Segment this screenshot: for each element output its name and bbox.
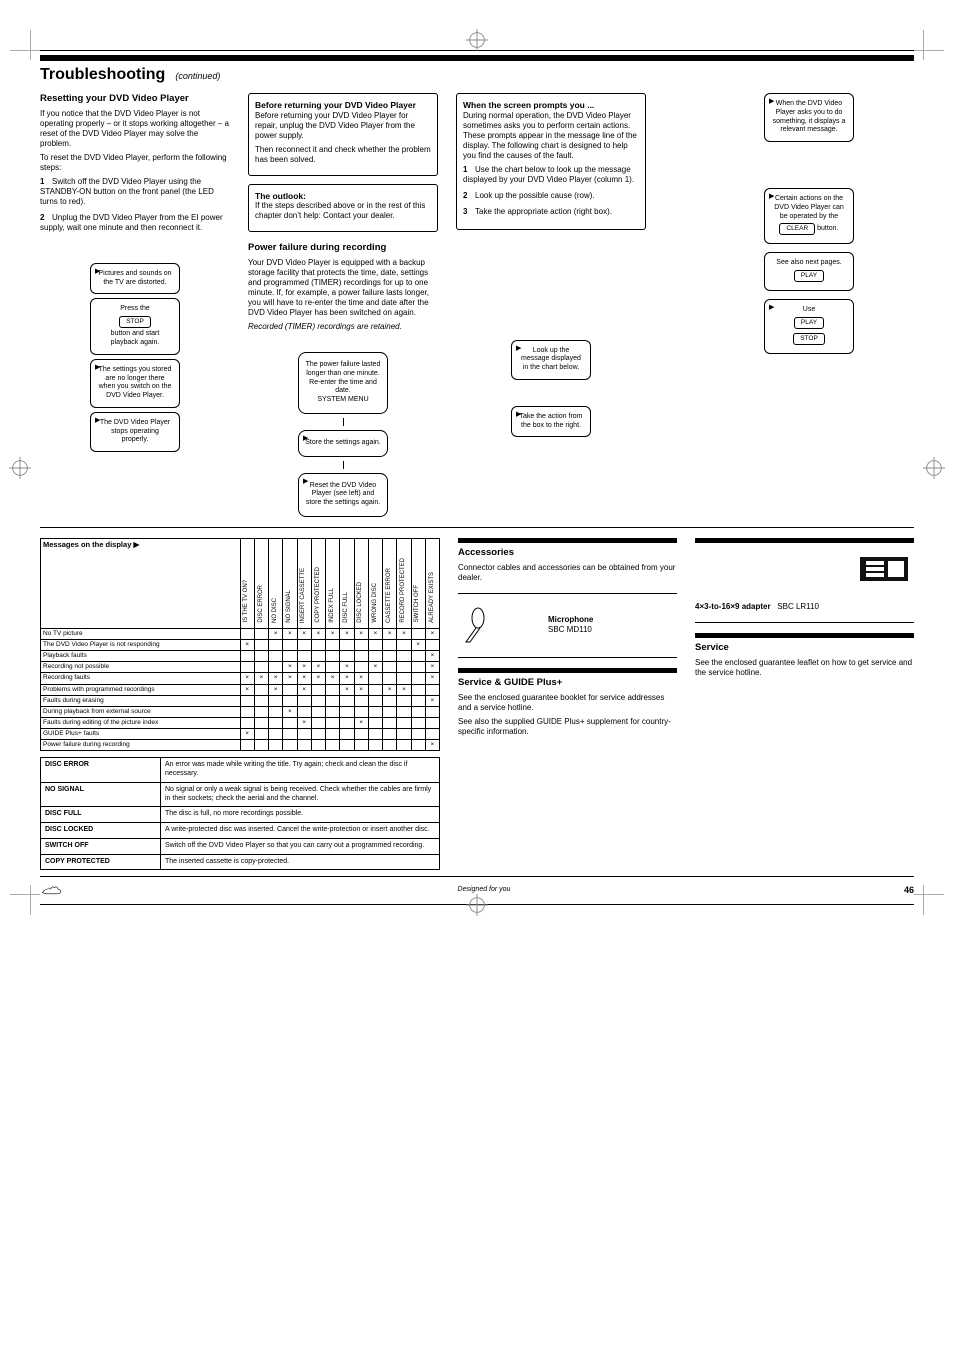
registration-mark-left (6, 454, 34, 482)
table-row: GUIDE Plus+ faults× (41, 729, 440, 740)
page-subtitle: (continued) (175, 71, 220, 82)
column-prompts: When the screen prompts you ... During n… (456, 93, 646, 517)
divider (40, 527, 914, 528)
power-failure-note: Recorded (TIMER) recordings are retained… (248, 322, 438, 332)
box-return: Before returning your DVD Video Player B… (248, 93, 438, 176)
heading-reset: Resetting your DVD Video Player (40, 93, 230, 105)
table-row: COPY PROTECTEDThe inserted cassette is c… (41, 854, 440, 870)
table-row: During playback from external source× (41, 706, 440, 717)
message-matrix-table: Messages on the display ▶ IS THE TV ON? … (40, 538, 440, 751)
flow-stack: The power failure lasted longer than one… (248, 352, 438, 517)
flow-link-1 (343, 461, 344, 469)
column-far-right: ▶When the DVD Video Player asks you to d… (664, 93, 854, 517)
play-button-icon: PLAY (794, 270, 824, 282)
column-reset: Resetting your DVD Video Player If you n… (40, 93, 230, 517)
power-failure-p: Your DVD Video Player is equipped with a… (248, 258, 438, 318)
microphone-icon (458, 604, 518, 647)
stop-button-icon: STOP (119, 316, 151, 328)
reset-p2: To reset the DVD Video Player, perform t… (40, 153, 230, 173)
crop-mark-br (904, 875, 944, 915)
column-boxes: Before returning your DVD Video Player B… (248, 93, 438, 517)
table-row: Power failure during recording× (41, 740, 440, 751)
flow-link-0 (343, 418, 344, 426)
accessory-adapter (695, 549, 914, 592)
callout-a0: ▶Pictures and sounds on the TV are disto… (90, 263, 180, 295)
crop-mark-tr (904, 30, 944, 70)
callout-c0: ▶Look up the message displayed in the ch… (511, 340, 591, 380)
reset-step-1: 1Switch off the DVD Video Player using t… (40, 177, 230, 207)
col-accessories: Accessories Connector cables and accesso… (458, 538, 677, 870)
box-outlook: The outlook: If the steps described abov… (248, 184, 438, 233)
callout-a1: Press theSTOPbutton and start playback a… (90, 298, 180, 354)
callout-r2: See also next pages.PLAY (764, 252, 854, 291)
callout-stack-c: ▶Look up the message displayed in the ch… (456, 340, 646, 438)
table-row: Faults during editing of the picture ind… (41, 717, 440, 728)
callout-a2: ▶The settings you stored are no longer t… (90, 359, 180, 408)
reset-step-2: 2Unplug the DVD Video Player from the EI… (40, 213, 230, 233)
table-row: The DVD Video Player is not responding×× (41, 640, 440, 651)
adapter-icon (854, 549, 914, 592)
table-row: Playback faults× (41, 651, 440, 662)
registration-mark-right (920, 454, 948, 482)
lower-left: Messages on the display ▶ IS THE TV ON? … (40, 538, 440, 870)
table-row: Recording not possible×××××× (41, 662, 440, 673)
registration-mark-top (457, 20, 497, 60)
page: Troubleshooting (continued) Resetting yo… (40, 50, 914, 905)
crop-mark-bl (10, 875, 50, 915)
table-row: Problems with programmed recordings×××××… (41, 684, 440, 695)
callout-stack-a: ▶Pictures and sounds on the TV are disto… (40, 263, 230, 452)
registration-mark-bottom (457, 885, 497, 925)
table-row: Recording faults×××××××××× (41, 673, 440, 684)
table-row: DISC FULLThe disc is full, no more recor… (41, 807, 440, 823)
box-prompts: When the screen prompts you ... During n… (456, 93, 646, 230)
reset-p1: If you notice that the DVD Video Player … (40, 109, 230, 149)
msg-caption: Messages on the display ▶ (41, 538, 241, 628)
table-row: SWITCH OFFSwitch off the DVD Video Playe… (41, 838, 440, 854)
table-row: No TV picture××××××××××× (41, 628, 440, 639)
callout-r1: ▶Certain actions on the DVD Video Player… (764, 188, 854, 244)
clear-button-icon: CLEAR (779, 223, 815, 235)
flow-0: The power failure lasted longer than one… (298, 352, 388, 414)
table-row: Faults during erasing× (41, 695, 440, 706)
callout-r0: ▶When the DVD Video Player asks you to d… (764, 93, 854, 142)
col-service: 4×3-to-16×9 adapter SBC LR110 Service Se… (695, 538, 914, 870)
flow-1: ▶Store the settings again. (298, 430, 388, 457)
callout-a3: ▶The DVD Video Player stops operating pr… (90, 412, 180, 452)
page-title-row: Troubleshooting (continued) (40, 65, 914, 85)
accessory-mic: MicrophoneSBC MD110 (458, 604, 677, 647)
callout-c1: ▶Take the action from the box to the rig… (511, 406, 591, 438)
error-explain-table: DISC ERRORAn error was made while writin… (40, 757, 440, 870)
table-row: NO SIGNALNo signal or only a weak signal… (41, 782, 440, 807)
page-title: Troubleshooting (40, 65, 165, 85)
callout-r3: ▶UsePLAYSTOP (764, 299, 854, 354)
table-row: DISC ERRORAn error was made while writin… (41, 758, 440, 783)
system-menu-icon: SYSTEM MENU (317, 396, 368, 403)
flow-2: ▶Reset the DVD Video Player (see left) a… (298, 473, 388, 517)
crop-mark-tl (10, 30, 50, 70)
table-row: DISC LOCKEDA write-protected disc was in… (41, 823, 440, 839)
heading-power-failure: Power failure during recording (248, 242, 438, 254)
